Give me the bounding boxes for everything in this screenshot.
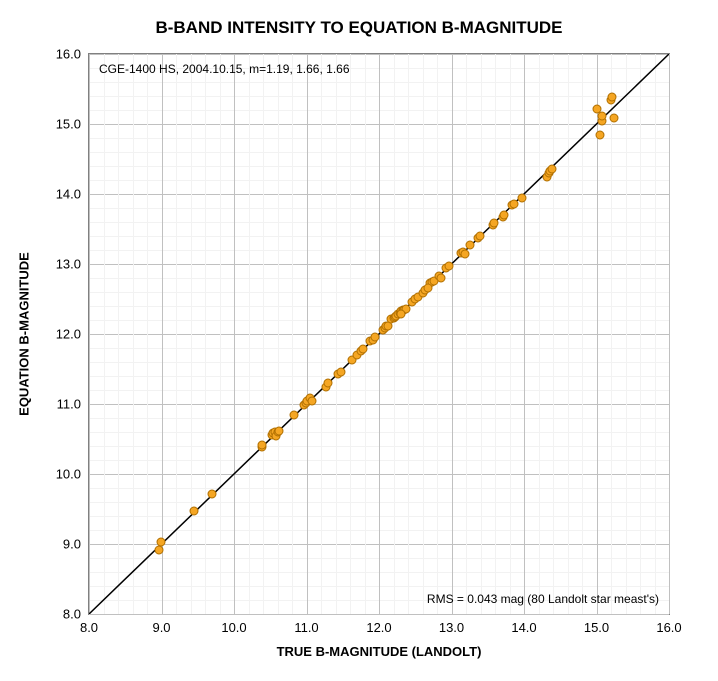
x-tick-label: 13.0 (439, 620, 464, 635)
data-point (475, 232, 484, 241)
gridline-h (89, 614, 669, 615)
y-tick-label: 13.0 (56, 257, 81, 272)
data-point (323, 379, 332, 388)
x-tick-label: 11.0 (294, 620, 318, 635)
y-tick-label: 10.0 (56, 467, 81, 482)
data-point (547, 164, 556, 173)
data-point (359, 344, 368, 353)
gridline-v (669, 54, 670, 614)
data-point (307, 396, 316, 405)
data-point (371, 332, 380, 341)
data-point (257, 441, 266, 450)
x-tick-label: 15.0 (584, 620, 609, 635)
data-point (490, 218, 499, 227)
data-point (190, 507, 199, 516)
data-point (609, 113, 618, 122)
data-point (336, 367, 345, 376)
data-point (460, 250, 469, 259)
x-tick-label: 9.0 (152, 620, 170, 635)
x-tick-label: 8.0 (80, 620, 98, 635)
y-tick-label: 11.0 (57, 397, 81, 412)
data-point (396, 310, 405, 319)
data-point (290, 411, 299, 420)
y-tick-label: 16.0 (56, 47, 81, 62)
data-point (445, 262, 454, 271)
data-point (517, 193, 526, 202)
x-tick-label: 16.0 (656, 620, 681, 635)
data-point (500, 211, 509, 220)
data-point (156, 537, 165, 546)
y-tick-label: 14.0 (56, 187, 81, 202)
data-point (466, 241, 475, 250)
scatter-points (89, 54, 669, 614)
plot-area: CGE-1400 HS, 2004.10.15, m=1.19, 1.66, 1… (88, 53, 670, 615)
data-point (436, 274, 445, 283)
x-tick-label: 12.0 (366, 620, 391, 635)
x-tick-label: 10.0 (221, 620, 246, 635)
y-tick-label: 9.0 (63, 537, 81, 552)
x-axis-label: TRUE B-MAGNITUDE (LANDOLT) (277, 644, 482, 659)
data-point (598, 111, 607, 120)
data-point (424, 283, 433, 292)
x-tick-label: 14.0 (511, 620, 536, 635)
data-point (207, 490, 216, 499)
y-tick-label: 15.0 (56, 117, 81, 132)
data-point (596, 130, 605, 139)
y-tick-label: 8.0 (63, 607, 81, 622)
chart-title: B-BAND INTENSITY TO EQUATION B-MAGNITUDE (0, 18, 718, 38)
y-tick-label: 12.0 (56, 327, 81, 342)
y-axis-label: EQUATION B-MAGNITUDE (17, 252, 32, 416)
data-point (155, 545, 164, 554)
data-point (509, 199, 518, 208)
chart-container: B-BAND INTENSITY TO EQUATION B-MAGNITUDE… (0, 0, 718, 681)
data-point (608, 93, 617, 102)
data-point (274, 426, 283, 435)
